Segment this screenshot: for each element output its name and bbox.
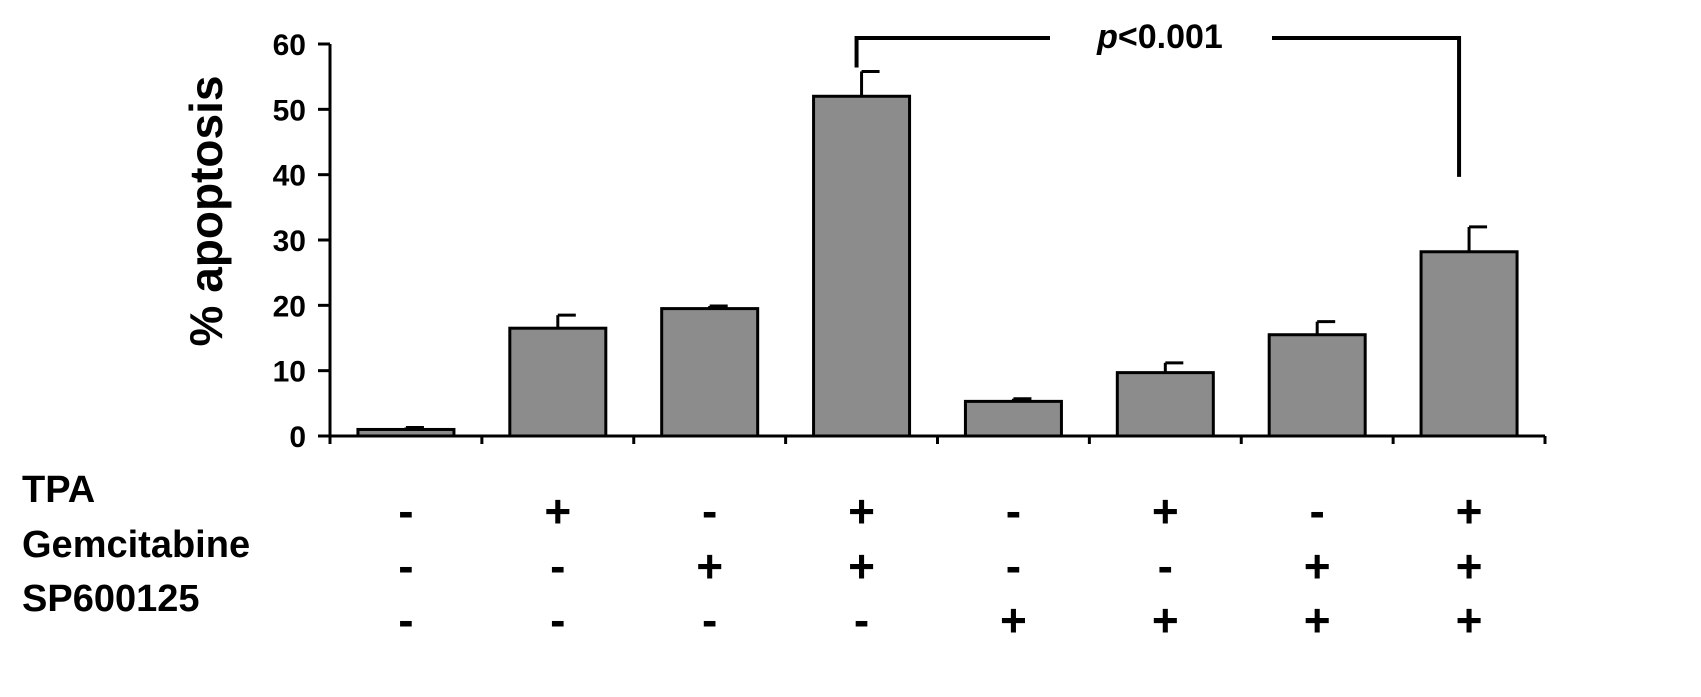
- y-ticks-group: 0 10 20 30 40 50 60: [273, 29, 330, 454]
- condition-minus: -: [1158, 540, 1173, 592]
- condition-minus: -: [550, 594, 565, 646]
- bar: [1267, 333, 1367, 438]
- condition-minus: -: [398, 594, 413, 646]
- condition-minus: -: [550, 540, 565, 592]
- condition-plus: +: [1456, 540, 1483, 592]
- bar: [1115, 371, 1215, 438]
- condition-minus: -: [1310, 485, 1325, 537]
- condition-plus: +: [848, 485, 875, 537]
- p-value-annotation: p<0.001: [1096, 18, 1223, 56]
- p-value-suffix: <0.001: [1118, 18, 1223, 56]
- y-tick-label: 60: [273, 29, 306, 62]
- condition-minus: -: [398, 540, 413, 592]
- condition-minus: -: [854, 594, 869, 646]
- condition-plus: +: [1456, 594, 1483, 646]
- y-tick-label: 50: [273, 94, 306, 127]
- condition-minus: -: [1006, 540, 1021, 592]
- bars-group: [356, 94, 1519, 438]
- y-tick-label: 30: [273, 225, 306, 258]
- condition-minus: -: [702, 485, 717, 537]
- significance-bracket: p<0.001: [854, 18, 1462, 177]
- condition-plus: +: [696, 540, 723, 592]
- bar: [508, 326, 608, 438]
- condition-label: Gemcitabine: [22, 524, 250, 566]
- error-bars-group: [404, 69, 1488, 430]
- condition-plus: +: [544, 485, 571, 537]
- y-tick-label: 20: [273, 290, 306, 323]
- x-ticks-group: [328, 436, 1547, 444]
- condition-plus: +: [1000, 594, 1027, 646]
- condition-plus: +: [1304, 540, 1331, 592]
- condition-plus: +: [1152, 594, 1179, 646]
- condition-plus: +: [1152, 485, 1179, 537]
- bar: [1419, 250, 1519, 438]
- bar: [963, 399, 1063, 438]
- condition-plus: +: [1304, 594, 1331, 646]
- condition-table: TPA - + - + - + - +Gemcitabine - - + + - - + +SP600125- -…: [22, 469, 1483, 646]
- bracket-right-arm: [1272, 36, 1462, 177]
- bar: [812, 94, 912, 438]
- bracket-left-arm: [854, 36, 1050, 68]
- condition-minus: -: [1006, 485, 1021, 537]
- p-value-prefix: p: [1096, 18, 1118, 56]
- condition-label: TPA: [22, 469, 95, 511]
- bar: [660, 307, 760, 438]
- condition-plus: +: [1456, 485, 1483, 537]
- condition-minus: -: [398, 485, 413, 537]
- condition-plus: +: [848, 540, 875, 592]
- condition-minus: -: [702, 594, 717, 646]
- y-tick-label: 0: [289, 421, 306, 454]
- y-tick-label: 40: [273, 160, 306, 193]
- y-tick-label: 10: [273, 356, 306, 389]
- condition-label: SP600125: [22, 578, 200, 620]
- y-axis-label: % apoptosis: [180, 76, 232, 347]
